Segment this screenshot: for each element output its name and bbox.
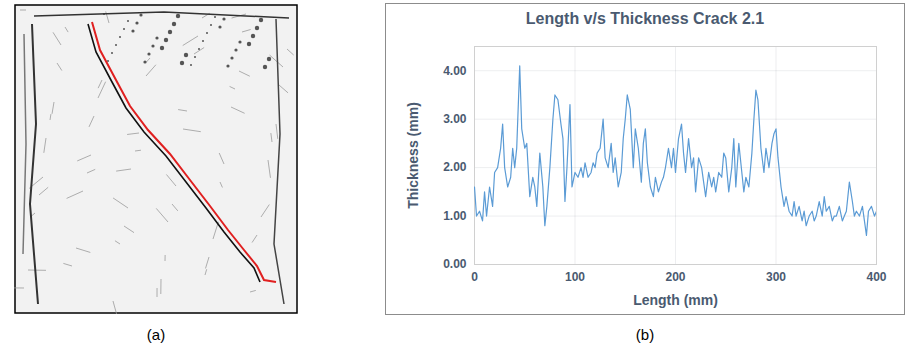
svg-text:Thickness (mm): Thickness (mm) [405, 102, 421, 209]
svg-text:2.00: 2.00 [443, 160, 467, 174]
html-text:Length v/s Thickness Crack 2.1: Length v/s Thickness Crack 2.1 [525, 10, 765, 27]
svg-text:0.00: 0.00 [443, 257, 467, 271]
svg-text:1.00: 1.00 [443, 209, 467, 223]
svg-text:3.00: 3.00 [443, 112, 467, 126]
svg-text:4.00: 4.00 [443, 64, 467, 78]
html-text:(b): (b) [635, 326, 655, 343]
svg-text:Length (mm): Length (mm) [633, 292, 718, 308]
svg-text:100: 100 [565, 270, 585, 284]
html-text:(a): (a) [146, 326, 166, 343]
svg-text:300: 300 [766, 270, 786, 284]
svg-text:400: 400 [866, 270, 886, 284]
svg-text:200: 200 [665, 270, 685, 284]
svg-text:0: 0 [471, 270, 478, 284]
